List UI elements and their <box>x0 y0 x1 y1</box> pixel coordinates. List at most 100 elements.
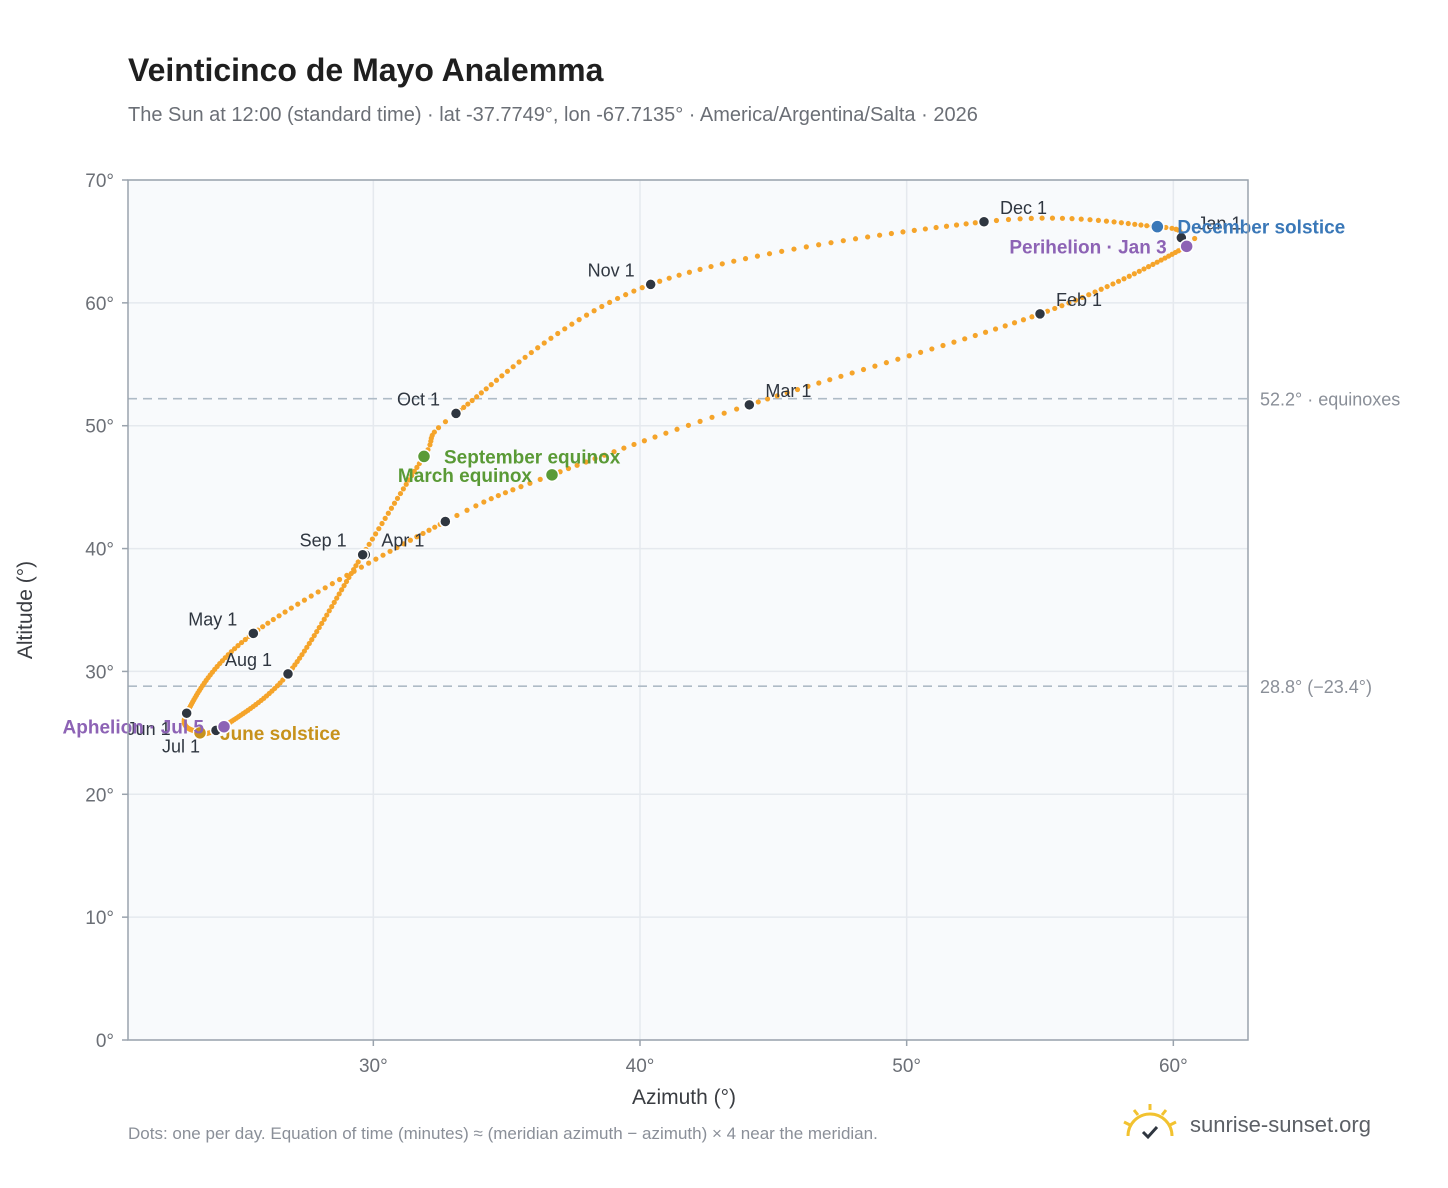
daily-sun-dot <box>358 564 365 570</box>
daily-sun-dot <box>1052 305 1058 312</box>
daily-sun-dot <box>473 503 479 509</box>
month-marker <box>743 398 756 412</box>
event-label: December solstice <box>1177 218 1345 239</box>
daily-sun-dot <box>1115 278 1122 284</box>
daily-sun-dot <box>504 368 511 374</box>
daily-sun-dot <box>1162 255 1168 261</box>
daily-sun-dot <box>721 410 727 416</box>
x-tick-label: 60° <box>1159 1056 1188 1077</box>
daily-sun-dot <box>1158 257 1164 263</box>
month-marker-label: Oct 1 <box>397 389 440 409</box>
daily-sun-dot <box>1150 261 1156 267</box>
reference-line-label: 52.2° · equinoxes <box>1260 390 1400 410</box>
daily-sun-dot <box>336 591 342 597</box>
daily-sun-dot <box>304 644 310 650</box>
daily-sun-dot <box>535 345 541 351</box>
daily-sun-dot <box>537 476 543 482</box>
daily-sun-dot <box>1005 216 1012 223</box>
daily-sun-dot <box>518 484 524 490</box>
month-marker <box>281 667 295 681</box>
daily-sun-dot <box>242 636 248 643</box>
daily-sun-dot <box>483 386 489 392</box>
daily-sun-dot <box>840 238 846 244</box>
daily-sun-dot <box>301 597 308 603</box>
daily-sun-dot <box>779 248 785 254</box>
daily-sun-dot <box>803 244 809 250</box>
daily-sun-dot <box>379 520 385 527</box>
daily-sun-dot <box>555 330 561 337</box>
daily-sun-dot <box>764 396 771 402</box>
daily-sun-dot <box>951 339 957 345</box>
daily-sun-dot <box>631 288 637 294</box>
daily-sun-dot <box>231 646 238 652</box>
daily-sun-dot <box>621 445 627 451</box>
daily-sun-dot <box>541 340 547 346</box>
daily-sun-dot <box>1092 289 1098 295</box>
daily-sun-dot <box>731 258 737 264</box>
daily-sun-dot <box>1079 294 1085 301</box>
month-marker-label: Mar 1 <box>765 381 811 401</box>
daily-sun-dot <box>238 639 245 646</box>
daily-sun-dot <box>982 329 989 335</box>
daily-sun-dot <box>315 589 321 595</box>
brand[interactable]: sunrise-sunset.org <box>1120 1100 1420 1150</box>
daily-sun-dot <box>380 552 386 558</box>
daily-sun-dot <box>339 587 345 593</box>
daily-sun-dot <box>353 563 359 569</box>
daily-sun-dot <box>639 285 645 291</box>
daily-sun-dot <box>435 425 442 431</box>
daily-sun-dot <box>1059 215 1066 221</box>
daily-sun-dot <box>329 604 335 610</box>
daily-sun-dot <box>888 230 894 237</box>
month-marker-label: May 1 <box>188 609 237 629</box>
daily-sun-dot <box>499 373 505 379</box>
daily-sun-dot <box>469 397 475 404</box>
daily-sun-dot <box>918 349 924 355</box>
daily-sun-dot <box>599 303 605 310</box>
daily-sun-dot <box>282 609 288 615</box>
daily-sun-dot <box>993 217 1000 224</box>
daily-sun-dot <box>301 648 308 654</box>
daily-sun-dot <box>734 406 740 412</box>
daily-sun-dot <box>366 541 372 547</box>
x-axis-label: Azimuth (°) <box>632 1086 736 1109</box>
daily-sun-dot <box>1169 225 1175 231</box>
daily-sun-dot <box>963 221 969 227</box>
daily-sun-dot <box>401 541 407 547</box>
daily-sun-dot <box>1110 281 1116 287</box>
daily-sun-dot <box>1138 222 1144 228</box>
daily-sun-dot <box>906 353 912 359</box>
brand-name[interactable]: sunrise-sunset.org <box>1190 1112 1371 1137</box>
daily-sun-dot <box>816 380 822 386</box>
daily-sun-dot <box>414 534 420 540</box>
daily-sun-dot <box>385 510 391 516</box>
month-marker-label: Jan 1 <box>1197 214 1241 234</box>
daily-sun-dot <box>1002 323 1008 329</box>
daily-sun-dot <box>382 515 388 521</box>
month-marker <box>356 548 369 561</box>
daily-sun-dot <box>962 336 968 342</box>
daily-sun-dot <box>601 452 608 458</box>
daily-sun-dot <box>260 624 266 630</box>
daily-sun-dot <box>929 346 935 352</box>
month-marker <box>977 215 991 229</box>
daily-sun-dot <box>522 354 528 360</box>
month-marker <box>1033 307 1047 321</box>
month-marker-label: Sep 1 <box>300 531 347 551</box>
month-marker <box>439 515 452 528</box>
daily-sun-dot <box>943 223 950 229</box>
month-marker-label: Aug 1 <box>225 650 272 670</box>
daily-sun-dot <box>348 570 354 577</box>
month-marker <box>180 706 193 720</box>
reference-lines: 52.2° · equinoxes 28.8° (−23.4°) <box>128 390 1400 697</box>
daily-sun-dot <box>766 251 773 257</box>
y-tick-label: 40° <box>85 540 114 561</box>
daily-sun-dot <box>652 434 658 440</box>
daily-sun-dot <box>510 364 516 370</box>
daily-sun-dot <box>431 429 437 435</box>
daily-sun-dot <box>755 399 761 405</box>
daily-sun-dot <box>464 507 470 513</box>
month-marker-label: Jun 1 <box>127 719 171 739</box>
chart-subtitle: The Sun at 12:00 (standard time) · lat -… <box>128 104 978 126</box>
